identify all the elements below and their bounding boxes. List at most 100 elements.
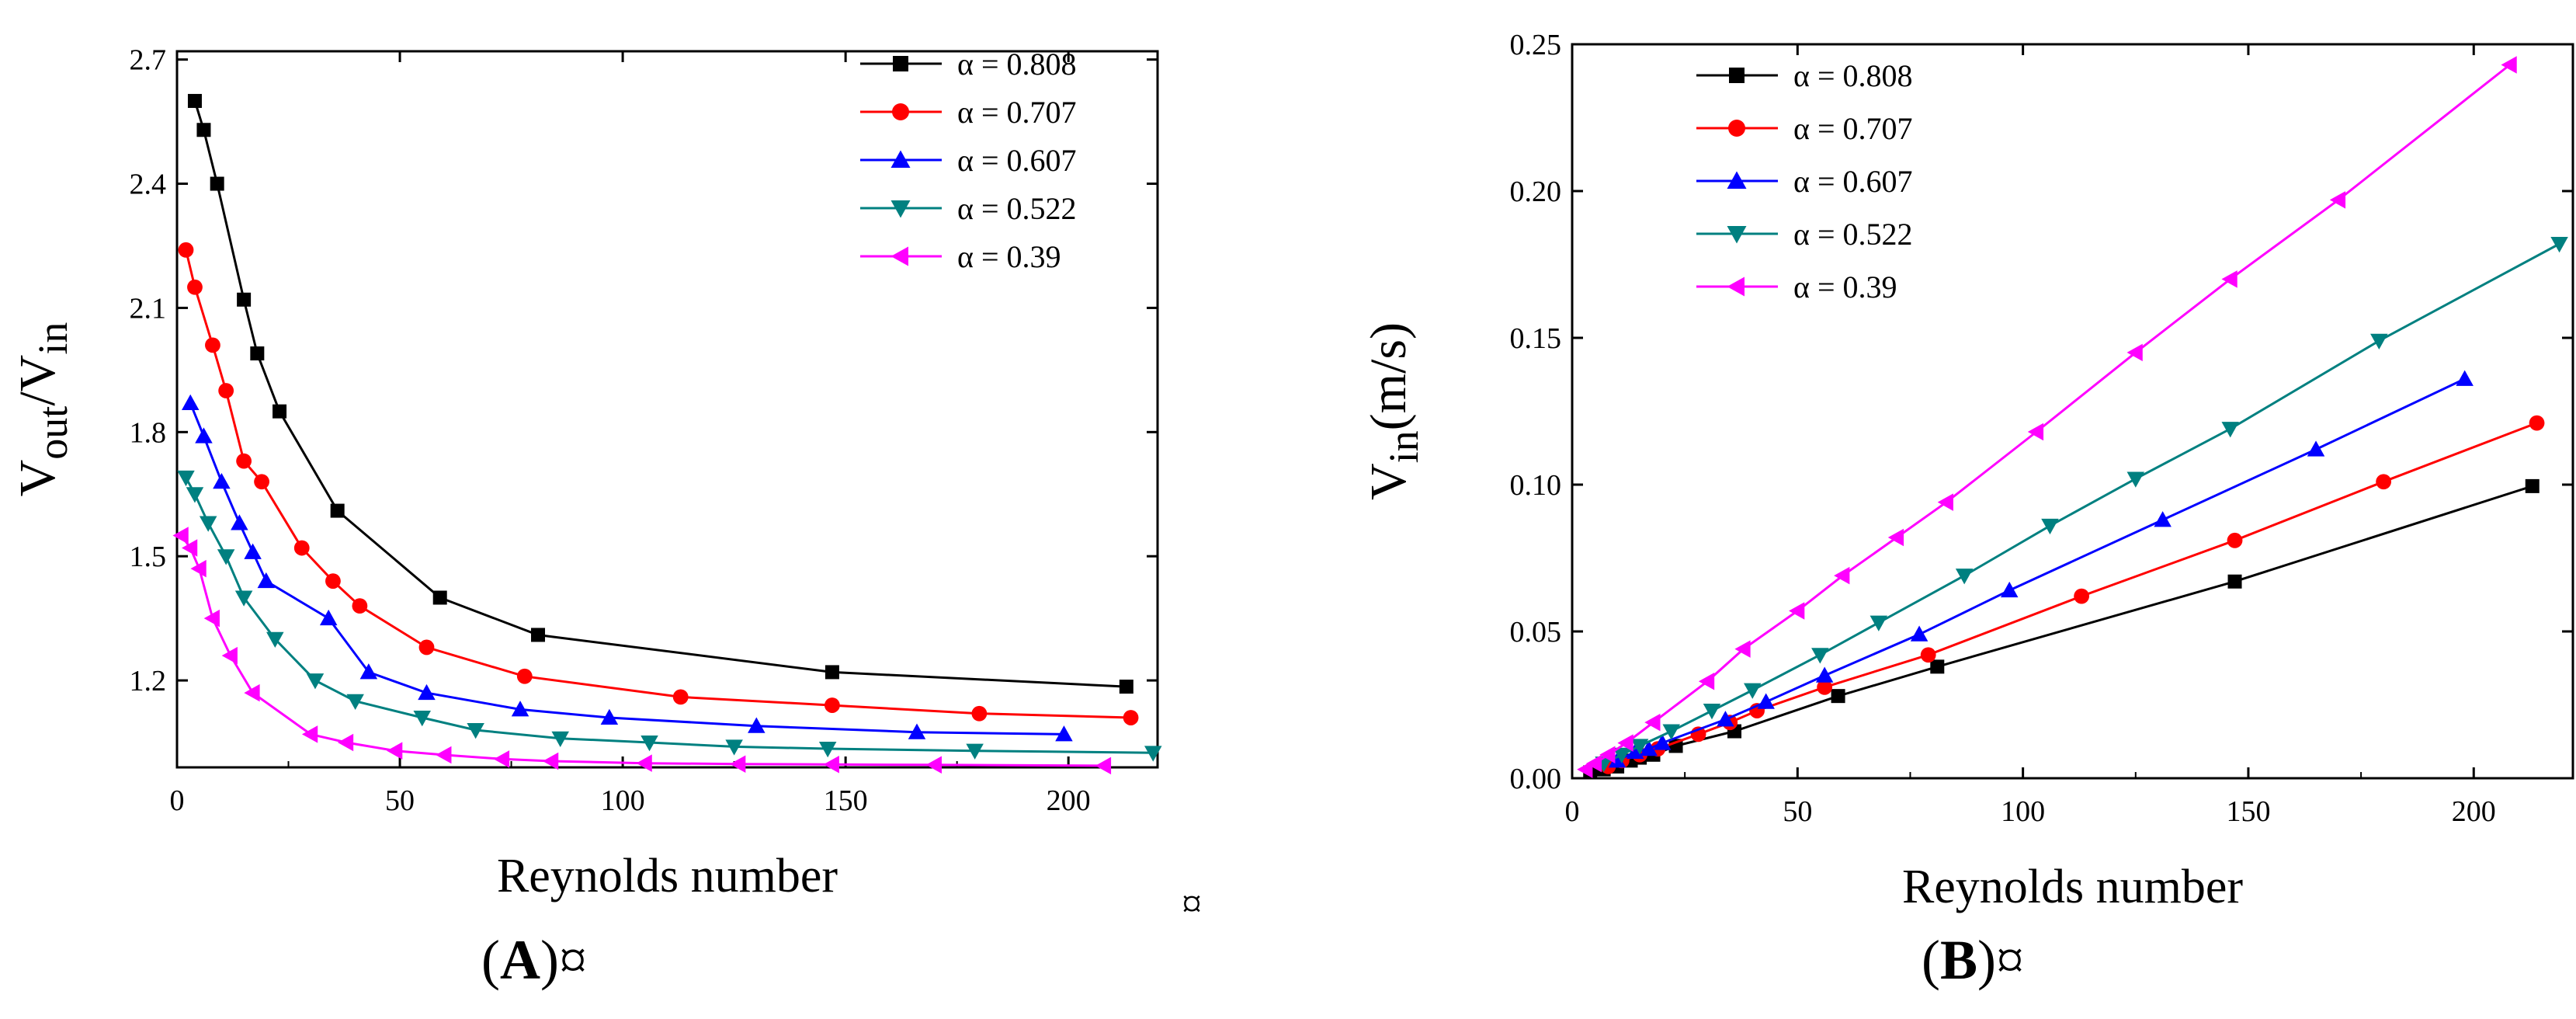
chart-a-legend-label: α = 0.39 <box>957 239 1061 274</box>
chart-b-series-3-point <box>1630 739 1649 755</box>
chart-b-legend-label: α = 0.808 <box>1793 58 1913 93</box>
chart-a-series-0-point <box>1119 680 1134 694</box>
chart-b-y-axis-label-part: (m/s) <box>1360 322 1417 430</box>
chart-b-series-2-point <box>1815 666 1834 683</box>
chart-a-series-0-point <box>825 665 839 680</box>
chart-a-series-3-point <box>551 731 569 747</box>
chart-a-series-0-point <box>432 590 447 605</box>
chart-a-y-axis-label-part: V <box>9 460 66 497</box>
chart-b-legend-marker <box>1727 276 1745 297</box>
chart-b-series-4-point <box>2221 270 2238 288</box>
chart-b-x-tick-label: 100 <box>2001 795 2045 828</box>
chart-a-series-3-point <box>186 487 204 503</box>
chart-b-series-3-point <box>1811 648 1829 664</box>
chart-b-x-tick-label: 50 <box>1783 795 1812 828</box>
chart-a-x-tick-label: 0 <box>170 784 185 817</box>
chart-b-legend-marker <box>1728 120 1745 137</box>
chart-a-x-tick-label: 150 <box>824 784 868 817</box>
chart-a-series-1-point <box>971 705 988 722</box>
chart-a-plot-frame <box>175 50 1159 769</box>
chart-b-legend-label: α = 0.522 <box>1793 217 1913 252</box>
chart-a-series-4-point <box>730 755 746 773</box>
chart-a-series-3-point <box>818 742 837 758</box>
chart-a-series-2-point <box>418 683 436 701</box>
chart-b-series-4-point <box>1834 566 1850 585</box>
chart-b-series-3-point <box>1703 704 1721 720</box>
chart-a-series-1-point <box>236 453 252 469</box>
chart-a-series-4-point <box>1095 756 1112 775</box>
chart-a-series-3-point <box>467 723 484 739</box>
chart-b-y-tick-label: 0.10 <box>1510 469 1562 502</box>
chart-b-series-3-point <box>2221 422 2239 438</box>
chart-b-series-3-point <box>1870 615 1888 631</box>
chart-a-series-4-point <box>436 746 452 764</box>
chart-a-series-2-point <box>511 701 529 717</box>
chart-a-y-axis-label-part: / <box>9 391 66 406</box>
chart-a-series-1-point <box>178 242 194 258</box>
chart-a-legend-label: α = 0.707 <box>957 95 1077 130</box>
chart-b-legend-marker <box>1729 68 1745 83</box>
chart-b-legend-label: α = 0.607 <box>1793 164 1913 199</box>
chart-a-legend-label: α = 0.607 <box>957 143 1077 178</box>
chart-b-series-3-point <box>1662 724 1680 740</box>
chart-b-series-2-point <box>1910 625 1929 642</box>
chart-a-legend-marker <box>893 56 908 71</box>
chart-b-series-4-point <box>1887 528 1904 547</box>
chart-a-series-3-point <box>177 470 195 487</box>
chart-a-series-1-point <box>825 697 840 713</box>
panel-a-caption: (A)¤ <box>481 928 587 993</box>
panel-a-caption-letter: A <box>499 929 540 991</box>
chart-a-series-1-point <box>205 337 220 353</box>
chart-b-series-1-point <box>1817 679 1833 695</box>
chart-a-series-2-point <box>319 609 338 626</box>
chart-b-series-2-point <box>2307 440 2325 457</box>
chart-a-series-4-point <box>203 609 220 628</box>
chart-a-series-4-point <box>221 646 238 665</box>
chart-a-y-tick-label: 1.5 <box>130 541 167 573</box>
chart-a-series-3-point <box>725 739 743 756</box>
panel-b-caption: (B)¤ <box>1922 928 2024 993</box>
chart-b-x-tick-label: 150 <box>2226 795 2270 828</box>
chart-a-series-2-point <box>748 717 766 733</box>
chart-b-series-4-point <box>2126 343 2143 362</box>
chart-b-x-axis-label: Reynolds number <box>1902 861 2243 913</box>
chart-a-series-4-point <box>190 559 207 578</box>
chart-a-legend-marker <box>890 150 911 168</box>
chart-b-series-3-point <box>1955 569 1974 585</box>
chart-b-series-4-point <box>1617 734 1633 752</box>
chart-a-series-2-point <box>1055 725 1073 742</box>
chart-a-series-0-point <box>273 404 287 419</box>
chart-a-series-1-point <box>293 540 310 556</box>
chart-a-x-tick-label: 100 <box>601 784 645 817</box>
chart-b-y-axis-label-part: V <box>1360 463 1417 500</box>
chart-a-series-2-point <box>231 514 248 530</box>
chart-b-y-tick-label: 0.15 <box>1510 322 1562 355</box>
chart-a-legend-label: α = 0.522 <box>957 191 1077 226</box>
chart-a-legend-marker <box>892 103 909 120</box>
chart-a-series-2-point <box>195 427 213 443</box>
chart-b-series-2-point <box>2000 581 2019 598</box>
chart-a-series-4-point <box>387 742 403 760</box>
chart-a-y-tick-label: 2.1 <box>130 292 167 325</box>
chart-a-legend-marker <box>890 200 911 218</box>
chart-b-series-4-point <box>2501 56 2517 74</box>
chart-b-series-2-point <box>1717 711 1734 727</box>
chart-a-series-0-point <box>330 503 345 518</box>
chart-a-series-4-point <box>542 752 559 770</box>
chart-a-series-4-point <box>337 733 354 752</box>
chart-a-x-axis-label: Reynolds number <box>497 850 838 902</box>
chart-a-series-3-point <box>217 549 235 565</box>
chart-a-series-1-point <box>672 689 689 705</box>
chart-a-legend-label: α = 0.808 <box>957 47 1077 82</box>
chart-a-series-1-point <box>516 668 533 684</box>
chart-a-series-3-point <box>641 736 658 752</box>
chart-a-series-1-point <box>254 474 269 490</box>
chart-a-series-3-point <box>346 694 364 710</box>
chart-a-series-2-point <box>908 723 926 739</box>
chart-b-plot-frame <box>1571 43 2574 780</box>
chart-a-series-4-point <box>493 750 510 768</box>
chart-b-series-3-point <box>2370 333 2388 350</box>
chart-a-series-4-point <box>244 683 260 702</box>
chart-a-series-4-point <box>181 539 198 557</box>
